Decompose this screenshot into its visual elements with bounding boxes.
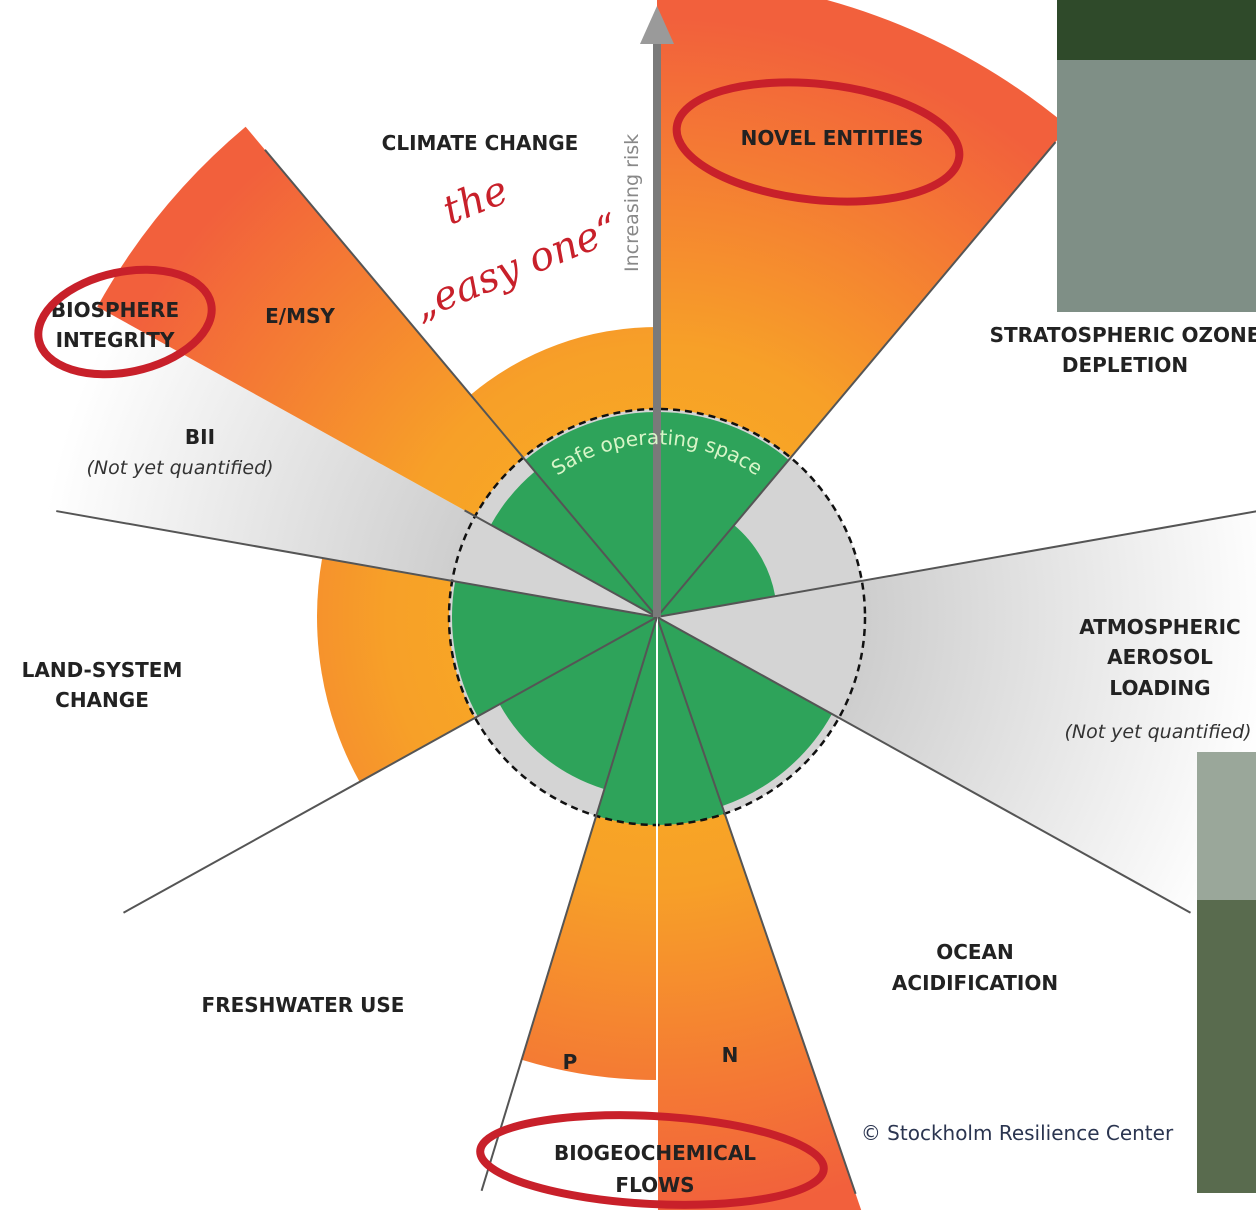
highlight-ring — [476, 1111, 828, 1209]
safe-zone — [490, 471, 657, 617]
divider — [480, 616, 658, 1192]
label: STRATOSPHERIC OZONE — [990, 323, 1256, 347]
label: AEROSOL — [1107, 645, 1213, 669]
divider — [122, 616, 658, 914]
divider — [656, 141, 1057, 618]
risk-arrow-head — [640, 6, 674, 44]
divider — [656, 616, 857, 1195]
divider — [656, 616, 1192, 914]
highlight-ring — [672, 78, 964, 206]
highlight-ring — [34, 265, 216, 379]
label: CLIMATE CHANGE — [382, 131, 579, 155]
note: (Not yet quantified) — [1064, 721, 1251, 743]
label: FLOWS — [615, 1173, 694, 1197]
axis-label: Increasing risk — [621, 134, 643, 272]
label: LOADING — [1109, 676, 1210, 700]
label: INTEGRITY — [56, 328, 175, 352]
divider — [264, 149, 658, 618]
safe-zone — [657, 525, 776, 617]
label: BII — [185, 425, 215, 449]
wedge — [657, 617, 862, 1210]
divider — [464, 509, 658, 618]
photo-forest — [1057, 0, 1256, 60]
divider — [656, 510, 1256, 618]
safe-zone — [499, 617, 657, 790]
label: ACIDIFICATION — [892, 971, 1058, 995]
safe-zone — [657, 617, 832, 807]
annotation: „easy one“ — [407, 205, 626, 329]
credit: © Stockholm Resilience Center — [861, 1121, 1174, 1145]
divider — [56, 510, 658, 618]
label: NOVEL ENTITIES — [741, 126, 924, 150]
label: P — [563, 1050, 578, 1074]
label: LAND-SYSTEM — [22, 658, 183, 682]
safe-zone — [452, 581, 657, 717]
note: (Not yet quantified) — [86, 457, 273, 479]
safe-zone — [525, 412, 657, 617]
label: N — [722, 1043, 739, 1067]
label: BIOGEOCHEMICAL — [554, 1141, 756, 1165]
label: ATMOSPHERIC — [1079, 615, 1240, 639]
label: DEPLETION — [1062, 353, 1188, 377]
label: OCEAN — [936, 940, 1014, 964]
photo-crops — [1197, 900, 1256, 1193]
label: CHANGE — [55, 688, 149, 712]
safe-zone — [657, 412, 789, 617]
label: BIOSPHERE — [51, 298, 179, 322]
annotation: the — [437, 167, 515, 234]
label: FRESHWATER USE — [202, 993, 405, 1017]
label: E/MSY — [265, 304, 335, 328]
